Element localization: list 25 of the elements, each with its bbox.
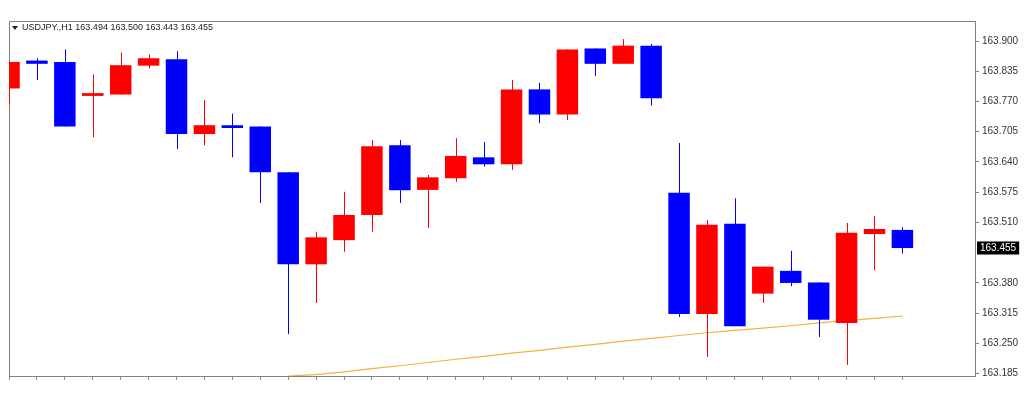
candlestick bbox=[863, 215, 886, 271]
candlestick bbox=[221, 113, 244, 158]
y-tick-label: 163.640 bbox=[982, 155, 1019, 167]
candlestick bbox=[444, 137, 467, 183]
candlestick bbox=[26, 57, 48, 81]
y-tick-label: 163.575 bbox=[982, 185, 1019, 197]
y-tick-label: 163.380 bbox=[982, 276, 1019, 288]
y-tick-label: 163.185 bbox=[982, 367, 1019, 379]
candlestick bbox=[82, 74, 104, 138]
y-tick-label: 163.705 bbox=[982, 125, 1019, 137]
candlestick bbox=[417, 174, 439, 229]
y-tick-label: 163.510 bbox=[982, 216, 1019, 228]
candlestick bbox=[779, 250, 802, 287]
y-tick-label: 163.900 bbox=[982, 34, 1019, 46]
y-tick-label: 163.250 bbox=[982, 337, 1019, 349]
candlestick bbox=[612, 38, 634, 65]
candlestick bbox=[472, 141, 495, 168]
y-tick-label: 163.770 bbox=[982, 95, 1019, 107]
candlestick bbox=[891, 226, 914, 255]
y-tick-label: 163.315 bbox=[982, 306, 1019, 318]
text: 163.455 bbox=[980, 242, 1017, 254]
chart-title: USDJPY.,H1 163.494 163.500 163.443 163.455 bbox=[22, 22, 213, 33]
candlestick bbox=[193, 99, 216, 146]
y-tick-label: 163.835 bbox=[982, 65, 1019, 76]
candlestick bbox=[584, 47, 607, 77]
